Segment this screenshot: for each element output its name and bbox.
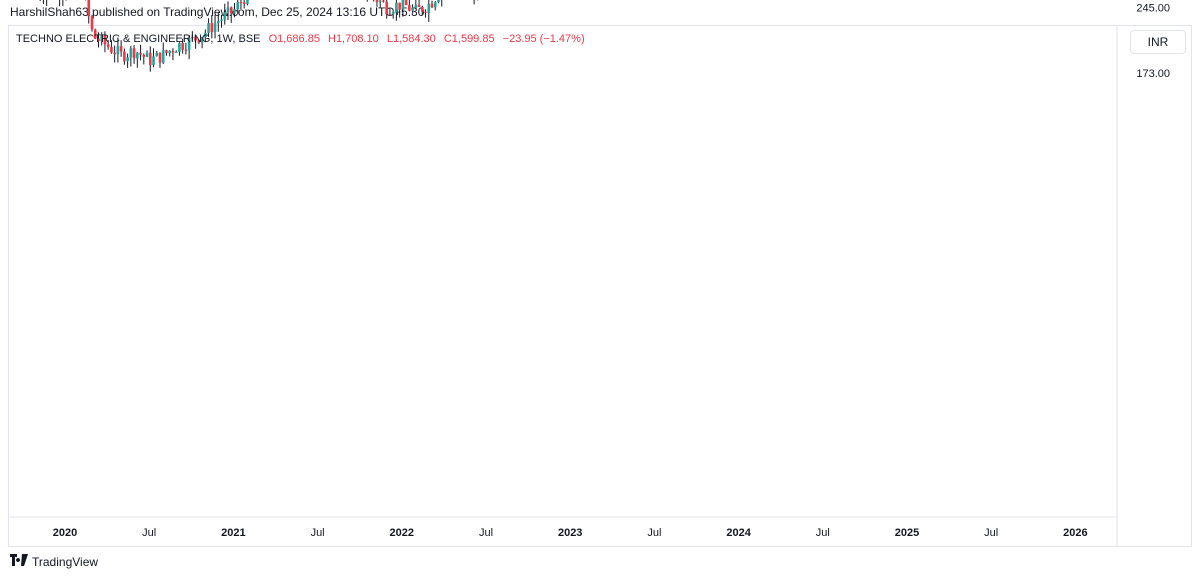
x-tick-label: Jul <box>311 527 325 539</box>
x-tick-label: Jul <box>816 527 830 539</box>
footer-brand-label: TradingView <box>32 554 99 569</box>
candle-body <box>378 0 382 2</box>
candle-body <box>129 48 133 58</box>
candle-body <box>142 54 146 57</box>
candle-body <box>437 0 440 3</box>
candle-body <box>404 0 408 6</box>
x-tick-label: Jul <box>647 527 661 539</box>
x-tick-label: Jul <box>479 527 493 539</box>
candle-body <box>424 11 427 13</box>
footer-brand: TradingView <box>10 554 98 569</box>
candle-body <box>110 47 113 53</box>
candle-body <box>223 12 227 20</box>
candle-body <box>207 23 210 33</box>
candle-body <box>401 0 405 10</box>
candle-body <box>229 7 233 14</box>
candle-body <box>136 52 139 59</box>
x-tick-label: 2026 <box>1063 527 1087 539</box>
symbol-name[interactable]: TECHNO ELECTRIC & ENGINEERING, 1W, BSE <box>16 33 261 45</box>
candle-body <box>200 37 204 43</box>
candle-body <box>97 38 100 42</box>
low-value: L1,584.30 <box>386 33 436 45</box>
x-tick-label: 2022 <box>390 527 414 539</box>
candle-body <box>178 43 181 52</box>
candle-body <box>411 7 414 11</box>
tradingview-logo-icon <box>10 554 28 569</box>
x-tick-label: 2023 <box>558 527 582 539</box>
x-tick-label: 2025 <box>895 527 919 539</box>
candle-body <box>90 16 94 30</box>
candle-body <box>408 5 411 11</box>
candle-body <box>216 20 220 24</box>
candle-body <box>382 0 385 2</box>
candle-body <box>194 37 197 41</box>
candle-body <box>139 52 142 55</box>
chart-frame <box>8 25 1192 547</box>
candle-body <box>152 56 155 66</box>
candle-body <box>93 29 97 39</box>
candle-body <box>204 32 207 38</box>
candle-body <box>242 2 246 4</box>
x-tick-label: 2021 <box>221 527 245 539</box>
x-tick-label: 2024 <box>726 527 751 539</box>
candle-body <box>414 4 418 8</box>
candle-body <box>220 19 223 21</box>
candle-body <box>226 7 230 13</box>
candle-body <box>132 48 136 59</box>
candle-body <box>161 50 165 63</box>
candle-body <box>116 46 120 55</box>
x-tick-label: Jul <box>984 527 998 539</box>
candle-body <box>100 35 104 42</box>
candle-body <box>239 1 243 3</box>
x-tick-label: Jul <box>142 527 156 539</box>
candle-body <box>184 49 188 51</box>
candle-body <box>126 57 129 62</box>
candle-body <box>171 50 175 53</box>
candle-body <box>191 37 194 39</box>
candle-body <box>168 50 172 54</box>
candle-body <box>158 52 162 63</box>
candle-body <box>213 23 217 32</box>
high-value: H1,708.10 <box>328 33 379 45</box>
candle-body <box>233 9 236 14</box>
candle-body <box>197 40 201 43</box>
candle-body <box>385 1 388 15</box>
candle-body <box>375 0 379 2</box>
candle-body <box>388 14 392 16</box>
candle-body <box>123 51 126 62</box>
candle-body <box>427 3 431 13</box>
candle-body <box>181 43 184 50</box>
currency-button[interactable]: INR <box>1130 30 1186 54</box>
candle-body <box>87 0 91 17</box>
candle-body <box>106 44 110 48</box>
y-tick-label: 173.00 <box>1136 68 1170 80</box>
x-tick-label: 2020 <box>53 527 77 539</box>
y-tick-label: 245.00 <box>1136 3 1170 15</box>
candle-body <box>430 3 434 8</box>
candle-body <box>421 6 424 12</box>
publisher-credit: HarshilShah63 published on TradingView.c… <box>10 5 425 19</box>
open-value: O1,686.85 <box>268 33 320 45</box>
candle-body <box>391 12 395 15</box>
candle-body <box>210 23 214 32</box>
candle-body <box>174 51 178 53</box>
candle-body <box>398 2 401 10</box>
candle-body <box>246 0 249 4</box>
candle-body <box>155 52 159 57</box>
candle-body <box>187 38 191 51</box>
candle-body <box>395 2 398 13</box>
candle-body <box>113 52 116 55</box>
change-value: −23.95 (−1.47%) <box>502 33 585 45</box>
candle-body <box>165 50 168 54</box>
candle-body <box>417 4 421 7</box>
close-value: C1,599.85 <box>443 33 495 45</box>
candle-body <box>236 1 240 10</box>
candle-body <box>103 35 107 45</box>
candle-body <box>145 52 149 57</box>
candle-body <box>433 2 437 8</box>
candle-body <box>148 52 152 66</box>
candle-body <box>119 46 123 52</box>
symbol-legend: TECHNO ELECTRIC & ENGINEERING, 1W, BSE O… <box>16 33 590 45</box>
